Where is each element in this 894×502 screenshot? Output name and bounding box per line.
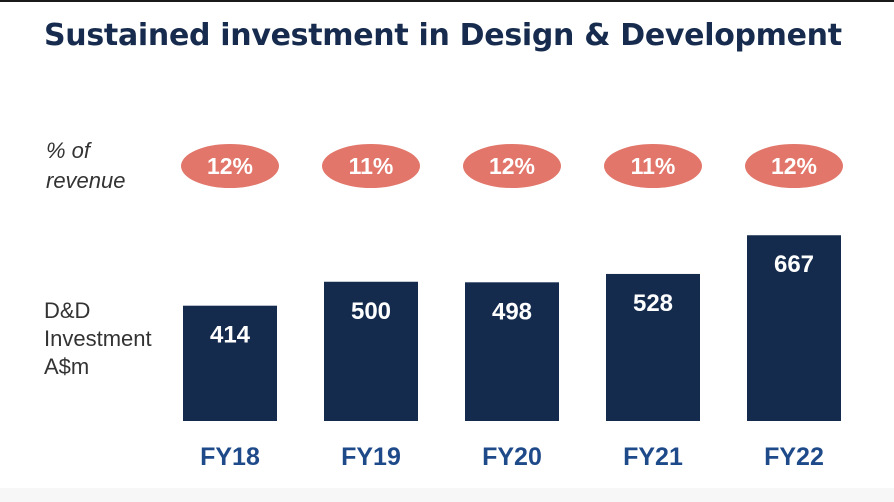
pct-label-fy19: 11% (349, 153, 394, 179)
value-label-fy21: 528 (633, 290, 673, 317)
pct-label-fy22: 12% (771, 153, 817, 179)
pct-pill-fy18 (181, 144, 279, 188)
pct-label-line-1: % of (46, 138, 91, 163)
bar-fy20 (465, 282, 559, 421)
pct-of-revenue-label: % of revenue (46, 136, 186, 196)
value-label-fy19: 500 (351, 298, 391, 325)
category-label-fy21: FY21 (623, 443, 683, 471)
investment-label-line-3: A$m (44, 354, 90, 379)
value-label-fy22: 667 (774, 251, 814, 278)
category-label-fy19: FY19 (341, 443, 401, 471)
pct-label-line-2: revenue (46, 168, 126, 193)
chart-title: Sustained investment in Design & Develop… (44, 18, 842, 53)
bottom-strip (0, 488, 894, 502)
value-label-fy20: 498 (492, 298, 532, 325)
pct-label-fy20: 12% (489, 153, 535, 179)
bar-fy18 (183, 305, 277, 421)
pct-pill-fy21 (604, 144, 702, 188)
investment-label: D&D Investment A$m (44, 297, 184, 381)
top-border (0, 0, 894, 2)
pct-label-fy18: 12% (207, 153, 253, 179)
investment-label-line-1: D&D (44, 298, 91, 323)
pct-label-fy21: 11% (631, 153, 676, 179)
category-label-fy18: FY18 (200, 443, 260, 471)
bar-fy22 (747, 235, 841, 421)
value-label-fy18: 414 (210, 322, 251, 349)
category-label-fy22: FY22 (764, 443, 824, 471)
bar-fy19 (324, 281, 418, 421)
pct-pill-fy20 (463, 144, 561, 188)
investment-label-line-2: Investment (44, 326, 152, 351)
pct-pill-fy19 (322, 144, 420, 188)
category-label-fy20: FY20 (482, 443, 542, 471)
pct-pill-fy22 (745, 144, 843, 188)
bar-fy21 (606, 273, 700, 421)
